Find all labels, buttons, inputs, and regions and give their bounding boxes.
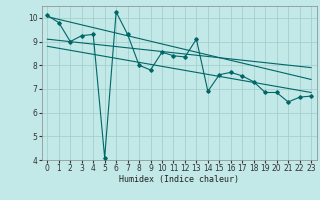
X-axis label: Humidex (Indice chaleur): Humidex (Indice chaleur) — [119, 175, 239, 184]
